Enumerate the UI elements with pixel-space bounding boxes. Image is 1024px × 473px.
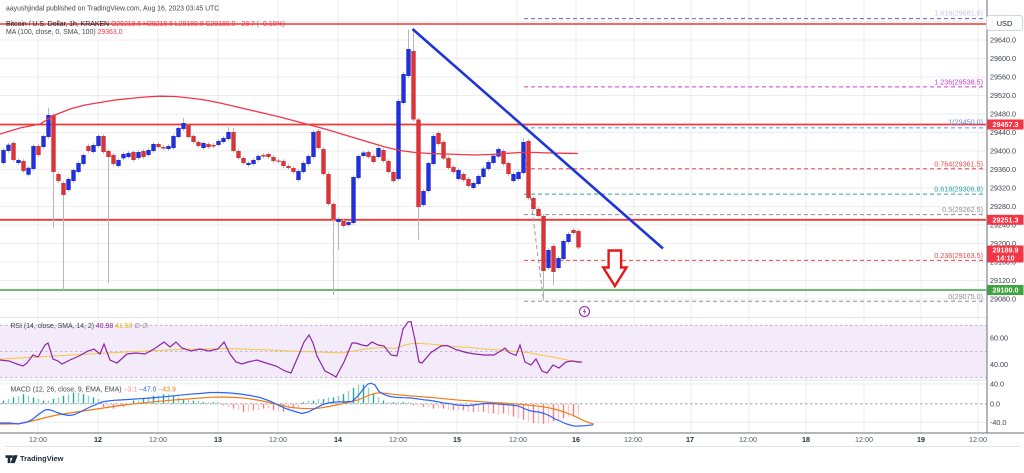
svg-text:15: 15 (453, 435, 461, 444)
svg-text:0.764(29361.5): 0.764(29361.5) (934, 159, 983, 168)
svg-text:0.236(29163.5): 0.236(29163.5) (934, 251, 983, 260)
svg-text:-40.0: -40.0 (990, 418, 1006, 427)
svg-text:29457.3: 29457.3 (993, 120, 1019, 129)
svg-text:29200.0: 29200.0 (990, 239, 1016, 248)
svg-text:17: 17 (686, 435, 694, 444)
svg-text:aayushjindal published on Trad: aayushjindal published on TradingView.co… (6, 6, 219, 13)
svg-text:29251.3: 29251.3 (993, 215, 1019, 224)
svg-text:29600.0: 29600.0 (990, 54, 1016, 63)
svg-text:29480.0: 29480.0 (990, 110, 1016, 119)
svg-text:16: 16 (572, 435, 580, 444)
svg-text:29560.0: 29560.0 (990, 73, 1016, 82)
svg-text:29440.0: 29440.0 (990, 128, 1016, 137)
svg-text:40.0: 40.0 (990, 379, 1004, 388)
svg-text:29189.9: 29189.9 (993, 246, 1019, 255)
svg-text:12:00: 12:00 (389, 435, 407, 444)
svg-text:29640.0: 29640.0 (990, 36, 1016, 45)
svg-text:TradingView: TradingView (20, 454, 64, 463)
svg-text:1.236(29538.5): 1.236(29538.5) (934, 77, 983, 86)
svg-text:12:00: 12:00 (269, 435, 287, 444)
svg-text:40.00: 40.00 (990, 360, 1008, 369)
svg-text:29120.0: 29120.0 (990, 276, 1016, 285)
svg-text:13: 13 (214, 435, 222, 444)
svg-text:USD: USD (997, 19, 1013, 28)
svg-text:14: 14 (334, 435, 342, 444)
svg-text:29240.0: 29240.0 (990, 221, 1016, 230)
svg-text:29400.0: 29400.0 (990, 147, 1016, 156)
svg-text:0.618(29306.8): 0.618(29306.8) (934, 185, 983, 194)
svg-text:29280.0: 29280.0 (990, 202, 1016, 211)
svg-text:RSI (14, close, SMA, 14, 2) 40: RSI (14, close, SMA, 14, 2) 40.98 41.50 … (11, 323, 149, 330)
svg-text:29360.0: 29360.0 (990, 165, 1016, 174)
svg-text:29520.0: 29520.0 (990, 91, 1016, 100)
svg-text:0.5(29262.5): 0.5(29262.5) (942, 205, 983, 214)
svg-text:MACD (12, 26, close, 9, EMA, E: MACD (12, 26, close, 9, EMA, EMA) −3.1 −… (11, 386, 176, 393)
svg-text:Bitcoin / U.S. Dollar, 1h, KRA: Bitcoin / U.S. Dollar, 1h, KRAKEN O29218… (6, 21, 285, 28)
svg-text:12:00: 12:00 (624, 435, 642, 444)
svg-text:60.00: 60.00 (990, 334, 1008, 343)
svg-text:12:00: 12:00 (509, 435, 527, 444)
svg-text:12:00: 12:00 (149, 435, 167, 444)
svg-text:12:00: 12:00 (969, 435, 987, 444)
svg-text:14:10: 14:10 (996, 254, 1014, 263)
svg-text:0(29075.0): 0(29075.0) (948, 292, 983, 301)
svg-text:18: 18 (802, 435, 810, 444)
svg-text:12: 12 (94, 435, 102, 444)
svg-text:12:00: 12:00 (739, 435, 757, 444)
svg-text:29320.0: 29320.0 (990, 184, 1016, 193)
svg-text:1.618(29681.8): 1.618(29681.8) (934, 9, 983, 18)
svg-text:1(29450.0): 1(29450.0) (948, 117, 983, 126)
svg-text:12:00: 12:00 (855, 435, 873, 444)
svg-text:0.0: 0.0 (990, 399, 1000, 408)
svg-text:12:00: 12:00 (29, 435, 47, 444)
svg-text:MA (100, close, 0, SMA, 100) 2: MA (100, close, 0, SMA, 100) 29363.0 (6, 29, 123, 36)
svg-text:19: 19 (917, 435, 925, 444)
svg-text:29100.0: 29100.0 (993, 286, 1019, 295)
svg-text:29080.0: 29080.0 (990, 295, 1016, 304)
